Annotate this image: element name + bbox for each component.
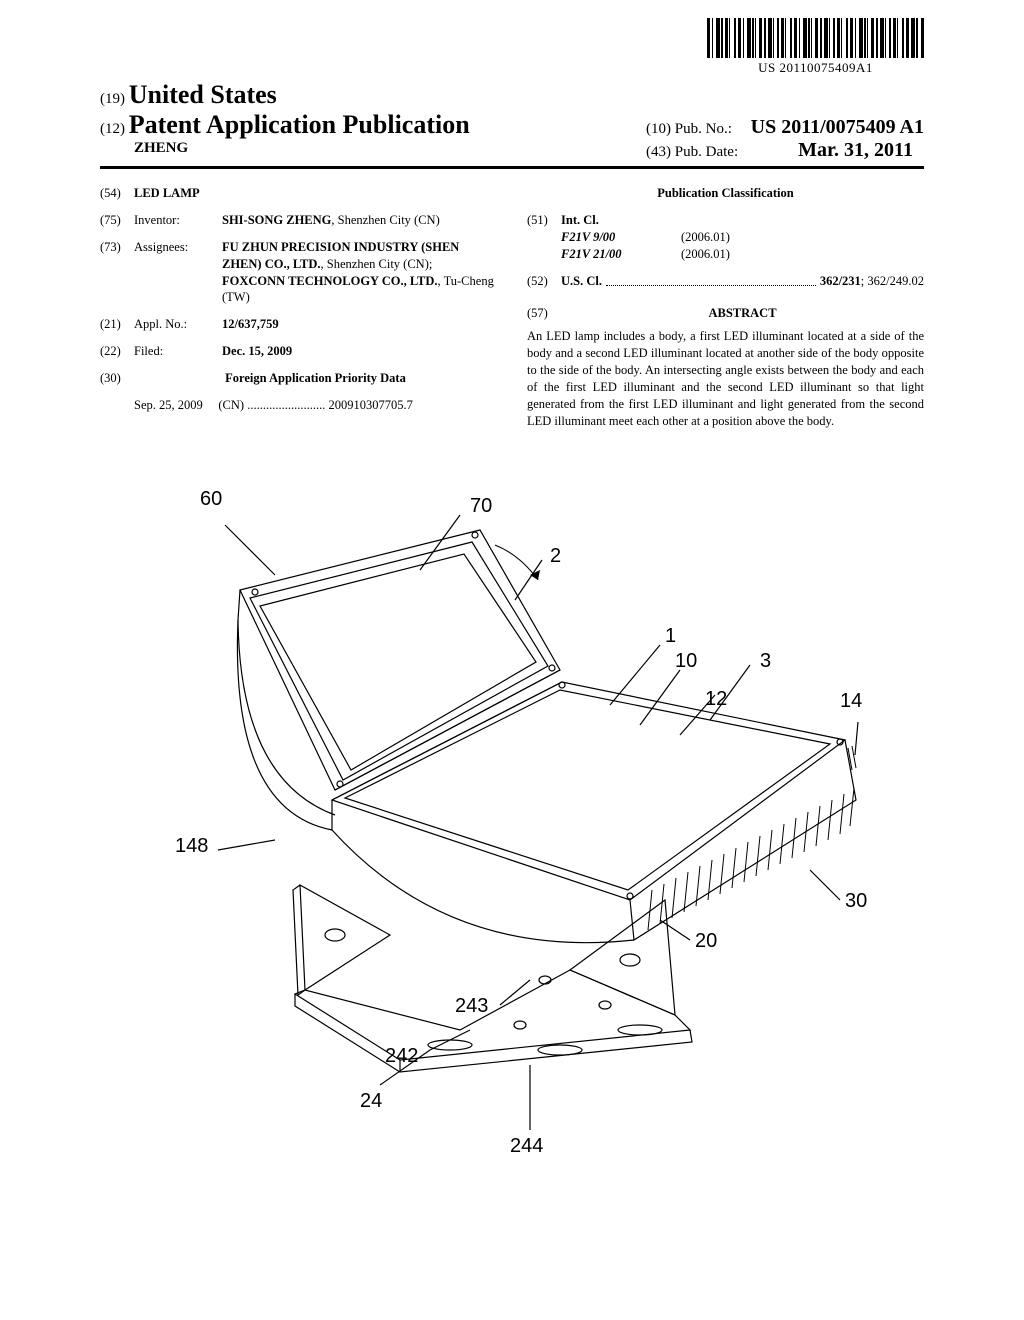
fig-label-10: 10 <box>675 650 697 673</box>
field-num-73: (73) <box>100 239 134 307</box>
filed-label: Filed: <box>134 343 222 360</box>
field-num-75: (75) <box>100 212 134 229</box>
priority-appno: 200910307705.7 <box>328 398 412 412</box>
fig-label-12: 12 <box>705 688 727 711</box>
barcode-block: US 20110075409A1 <box>707 18 924 76</box>
intcl-item-1: F21V 9/00 (2006.01) <box>561 229 924 246</box>
invention-title: LED LAMP <box>134 185 497 202</box>
uscl-rest: ; 362/249.02 <box>861 274 924 288</box>
header-divider <box>100 166 924 169</box>
pub-date-line: (43) Pub. Date: Mar. 31, 2011 <box>646 139 924 162</box>
pub-date-label: Pub. Date: <box>675 144 738 160</box>
intcl-year-1: (2006.01) <box>681 229 730 246</box>
fig-label-242: 242 <box>385 1045 418 1068</box>
field-num-52: (52) <box>527 273 561 290</box>
fig-label-3: 3 <box>760 650 771 673</box>
biblio-columns: (54) LED LAMP (75) Inventor: SHI-SONG ZH… <box>100 185 924 430</box>
field-num-54: (54) <box>100 185 134 202</box>
field-num-22: (22) <box>100 343 134 360</box>
appl-no-value: 12/637,759 <box>222 316 497 333</box>
fig-label-20: 20 <box>695 930 717 953</box>
priority-date: Sep. 25, 2009 <box>134 398 203 412</box>
inventor-label: Inventor: <box>134 212 222 229</box>
field-num-57: (57) <box>527 305 561 328</box>
figure-svg <box>100 470 924 1290</box>
fig-label-1: 1 <box>665 625 676 648</box>
left-column: (54) LED LAMP (75) Inventor: SHI-SONG ZH… <box>100 185 497 430</box>
fig-label-148: 148 <box>175 835 208 858</box>
field-num-51: (51) <box>527 212 561 229</box>
assignees-value: FU ZHUN PRECISION INDUSTRY (SHEN ZHEN) C… <box>222 239 497 307</box>
intcl-label: Int. Cl. <box>561 212 599 229</box>
intcl-item-2: F21V 21/00 (2006.01) <box>561 246 924 263</box>
uscl-main: 362/231 <box>820 274 861 288</box>
priority-data: Sep. 25, 2009 (CN) .....................… <box>134 397 497 414</box>
field-num-19: (19) <box>100 91 125 107</box>
uscl-label: U.S. Cl. <box>561 273 602 290</box>
priority-country: (CN) ......................... <box>218 398 325 412</box>
filed-value: Dec. 15, 2009 <box>222 343 497 360</box>
pub-no-line: (10) Pub. No.: US 2011/0075409 A1 <box>646 116 924 139</box>
patent-figure: 60 70 2 1 10 3 12 14 148 30 20 243 242 2… <box>100 470 924 1290</box>
fig-label-24: 24 <box>360 1090 382 1113</box>
abstract-heading: ABSTRACT <box>561 305 924 322</box>
header-country-line: (19) United States <box>100 80 924 110</box>
pub-no-value: US 2011/0075409 A1 <box>751 116 924 138</box>
fig-label-70: 70 <box>470 495 492 518</box>
field-num-21: (21) <box>100 316 134 333</box>
fig-label-14: 14 <box>840 690 862 713</box>
inventor-name: SHI-SONG ZHENG <box>222 213 331 227</box>
intcl-year-2: (2006.01) <box>681 246 730 263</box>
fig-label-60: 60 <box>200 488 222 511</box>
fig-label-30: 30 <box>845 890 867 913</box>
fig-label-244: 244 <box>510 1135 543 1158</box>
field-num-12: (12) <box>100 121 125 137</box>
intcl-code-1: F21V 9/00 <box>561 229 681 246</box>
field-num-30: (30) <box>100 370 134 387</box>
assignee-1-location: , Shenzhen City (CN); <box>321 257 433 271</box>
appl-no-label: Appl. No.: <box>134 316 222 333</box>
fig-label-243: 243 <box>455 995 488 1018</box>
author-surname: ZHENG <box>134 140 470 157</box>
uscl-dots <box>606 273 816 287</box>
inventor-location: , Shenzhen City (CN) <box>331 213 439 227</box>
assignee-2-name: FOXCONN TECHNOLOGY CO., LTD. <box>222 274 438 288</box>
field-num-43: (43) <box>646 144 671 160</box>
country: United States <box>129 80 277 109</box>
barcode-text: US 20110075409A1 <box>707 60 924 76</box>
inventor-value: SHI-SONG ZHENG, Shenzhen City (CN) <box>222 212 497 229</box>
pub-date-value: Mar. 31, 2011 <box>798 139 913 161</box>
pub-no-label: Pub. No.: <box>675 121 732 137</box>
uscl-value: 362/231; 362/249.02 <box>820 273 924 290</box>
right-column: Publication Classification (51) Int. Cl.… <box>527 185 924 430</box>
field-num-10: (10) <box>646 121 671 137</box>
abstract-text: An LED lamp includes a body, a first LED… <box>527 328 924 429</box>
assignees-label: Assignees: <box>134 239 222 307</box>
intcl-code-2: F21V 21/00 <box>561 246 681 263</box>
barcode-stripes <box>707 18 924 58</box>
pub-title-line: (12) Patent Application Publication <box>100 110 470 140</box>
fig-label-2: 2 <box>550 545 561 568</box>
pub-title: Patent Application Publication <box>129 110 470 139</box>
classification-heading: Publication Classification <box>527 185 924 202</box>
priority-heading: Foreign Application Priority Data <box>134 370 497 387</box>
header: (19) United States (12) Patent Applicati… <box>100 80 924 162</box>
